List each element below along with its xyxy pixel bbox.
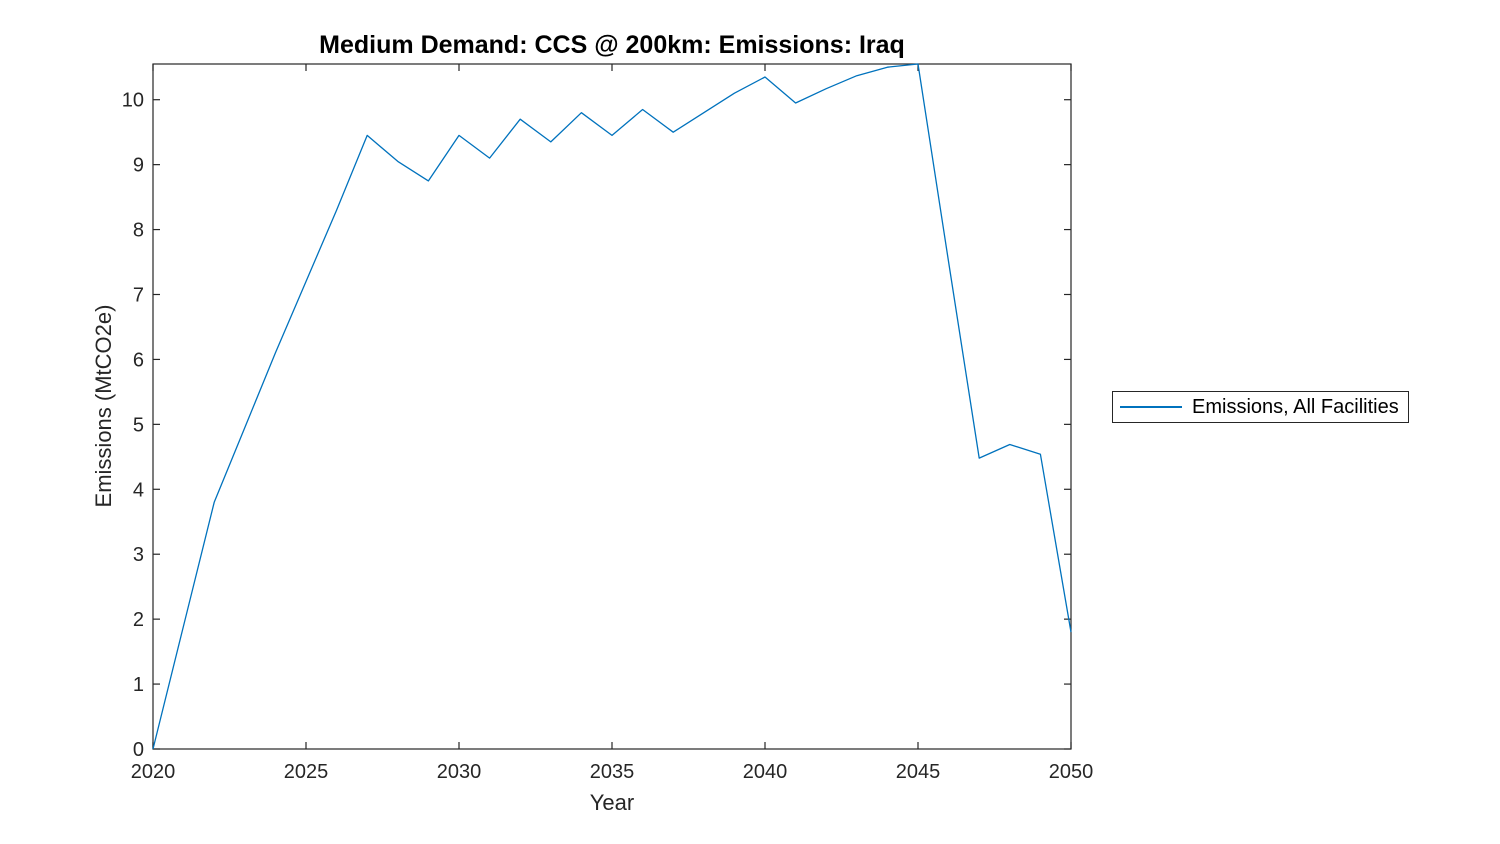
emissions-line — [152, 63, 1072, 750]
y-tick-label: 0 — [133, 739, 144, 761]
legend-label: Emissions, All Facilities — [1192, 395, 1399, 418]
legend-box: Emissions, All Facilities — [1112, 391, 1409, 423]
x-tick-label: 2050 — [1049, 761, 1094, 783]
y-tick-label: 6 — [133, 349, 144, 371]
y-tick-label: 9 — [133, 155, 144, 177]
x-axis-label: Year — [589, 790, 635, 815]
legend-line-sample — [1120, 406, 1182, 408]
x-tick-label: 2040 — [743, 761, 788, 783]
x-tick-label: 2045 — [896, 761, 941, 783]
x-tick-label: 2035 — [590, 761, 635, 783]
chart-title: Medium Demand: CCS @ 200km: Emissions: I… — [319, 31, 905, 59]
y-tick-label: 4 — [133, 479, 144, 501]
y-axis-label: Emissions (MtCO2e) — [91, 304, 116, 508]
x-tick-label: 2030 — [437, 761, 482, 783]
y-tick-label: 2 — [133, 609, 144, 631]
y-tick-label: 8 — [133, 220, 144, 242]
y-tick-label: 1 — [133, 674, 144, 696]
y-tick-label: 5 — [133, 414, 144, 436]
y-tick-label: 7 — [133, 284, 144, 306]
x-tick-label: 2020 — [131, 761, 176, 783]
x-tick-label: 2025 — [284, 761, 329, 783]
y-tick-label: 10 — [122, 90, 144, 112]
y-tick-label: 3 — [133, 544, 144, 566]
